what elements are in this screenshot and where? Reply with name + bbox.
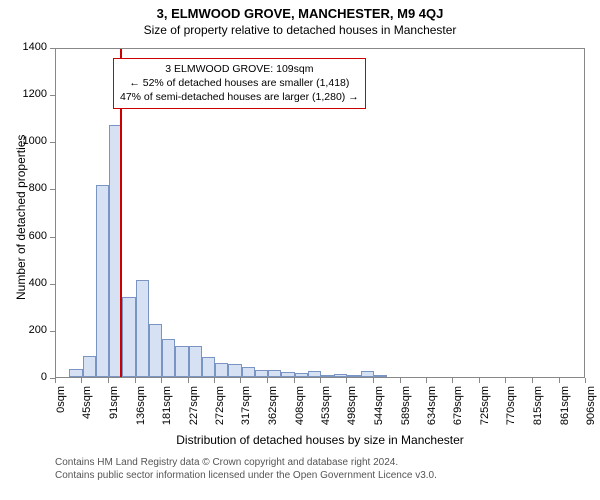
- histogram-bar: [334, 374, 347, 377]
- x-tick: [108, 378, 109, 383]
- x-tick: [346, 378, 347, 383]
- x-tick: [320, 378, 321, 383]
- x-tick: [505, 378, 506, 383]
- histogram-bar: [295, 373, 308, 377]
- info-line-2: ← 52% of detached houses are smaller (1,…: [120, 76, 359, 90]
- y-tick: [50, 189, 55, 190]
- x-tick: [267, 378, 268, 383]
- x-tick: [585, 378, 586, 383]
- y-tick: [50, 237, 55, 238]
- x-tick: [240, 378, 241, 383]
- x-tick-label: 227sqm: [188, 386, 200, 436]
- y-tick: [50, 48, 55, 49]
- histogram-bar: [69, 369, 82, 377]
- y-axis-label: Number of detached properties: [14, 135, 28, 300]
- histogram-bar: [321, 375, 334, 377]
- x-tick-label: 544sqm: [373, 386, 385, 436]
- info-line-3: 47% of semi-detached houses are larger (…: [120, 90, 359, 104]
- x-tick-label: 0sqm: [55, 386, 67, 436]
- x-tick: [426, 378, 427, 383]
- y-tick-label: 1200: [15, 88, 47, 100]
- x-tick: [479, 378, 480, 383]
- x-tick: [294, 378, 295, 383]
- histogram-bar: [83, 356, 96, 377]
- y-tick-label: 200: [15, 324, 47, 336]
- histogram-bar: [347, 375, 360, 377]
- histogram-bar: [268, 370, 281, 377]
- x-tick-label: 861sqm: [559, 386, 571, 436]
- x-tick-label: 362sqm: [267, 386, 279, 436]
- y-tick-label: 1400: [15, 41, 47, 53]
- x-tick-label: 91sqm: [108, 386, 120, 436]
- chart-title-main: 3, ELMWOOD GROVE, MANCHESTER, M9 4QJ: [0, 0, 600, 21]
- x-tick-label: 634sqm: [426, 386, 438, 436]
- histogram-bar: [215, 363, 228, 377]
- chart-title-sub: Size of property relative to detached ho…: [0, 21, 600, 37]
- y-tick-label: 400: [15, 277, 47, 289]
- attribution-text: Contains HM Land Registry data © Crown c…: [55, 456, 437, 482]
- histogram-bar: [122, 297, 135, 377]
- y-tick-label: 0: [15, 371, 47, 383]
- histogram-bar: [374, 375, 387, 377]
- x-tick-label: 136sqm: [135, 386, 147, 436]
- histogram-bar: [255, 370, 268, 377]
- x-tick-label: 45sqm: [81, 386, 93, 436]
- x-tick: [559, 378, 560, 383]
- x-tick-label: 453sqm: [320, 386, 332, 436]
- histogram-bar: [149, 324, 162, 377]
- y-tick-label: 800: [15, 182, 47, 194]
- x-tick-label: 725sqm: [479, 386, 491, 436]
- histogram-bar: [361, 371, 374, 377]
- histogram-bar: [202, 357, 215, 377]
- histogram-bar: [175, 346, 188, 377]
- histogram-bar: [281, 372, 294, 377]
- y-tick: [50, 142, 55, 143]
- x-tick-label: 408sqm: [294, 386, 306, 436]
- y-tick: [50, 95, 55, 96]
- histogram-bar: [189, 346, 202, 377]
- x-tick-label: 906sqm: [585, 386, 597, 436]
- attribution-line-1: Contains HM Land Registry data © Crown c…: [55, 456, 437, 469]
- x-tick-label: 770sqm: [505, 386, 517, 436]
- histogram-bar: [308, 371, 321, 377]
- histogram-bar: [162, 339, 175, 377]
- x-tick: [532, 378, 533, 383]
- histogram-bar: [96, 185, 109, 377]
- x-tick: [214, 378, 215, 383]
- histogram-bar: [242, 367, 255, 377]
- x-tick: [188, 378, 189, 383]
- y-tick-label: 600: [15, 230, 47, 242]
- x-tick: [55, 378, 56, 383]
- x-tick-label: 589sqm: [400, 386, 412, 436]
- histogram-bar: [228, 364, 241, 377]
- x-tick-label: 679sqm: [452, 386, 464, 436]
- x-tick-label: 272sqm: [214, 386, 226, 436]
- attribution-line-2: Contains public sector information licen…: [55, 469, 437, 482]
- y-tick: [50, 331, 55, 332]
- y-tick: [50, 284, 55, 285]
- property-info-box: 3 ELMWOOD GROVE: 109sqm← 52% of detached…: [113, 58, 366, 109]
- x-tick: [135, 378, 136, 383]
- x-tick: [161, 378, 162, 383]
- x-tick-label: 317sqm: [240, 386, 252, 436]
- y-tick-label: 1000: [15, 135, 47, 147]
- x-tick-label: 815sqm: [532, 386, 544, 436]
- x-tick: [373, 378, 374, 383]
- x-tick: [81, 378, 82, 383]
- x-tick: [400, 378, 401, 383]
- x-tick-label: 498sqm: [346, 386, 358, 436]
- x-tick-label: 181sqm: [161, 386, 173, 436]
- histogram-bar: [136, 280, 149, 377]
- x-tick: [452, 378, 453, 383]
- info-line-1: 3 ELMWOOD GROVE: 109sqm: [120, 62, 359, 76]
